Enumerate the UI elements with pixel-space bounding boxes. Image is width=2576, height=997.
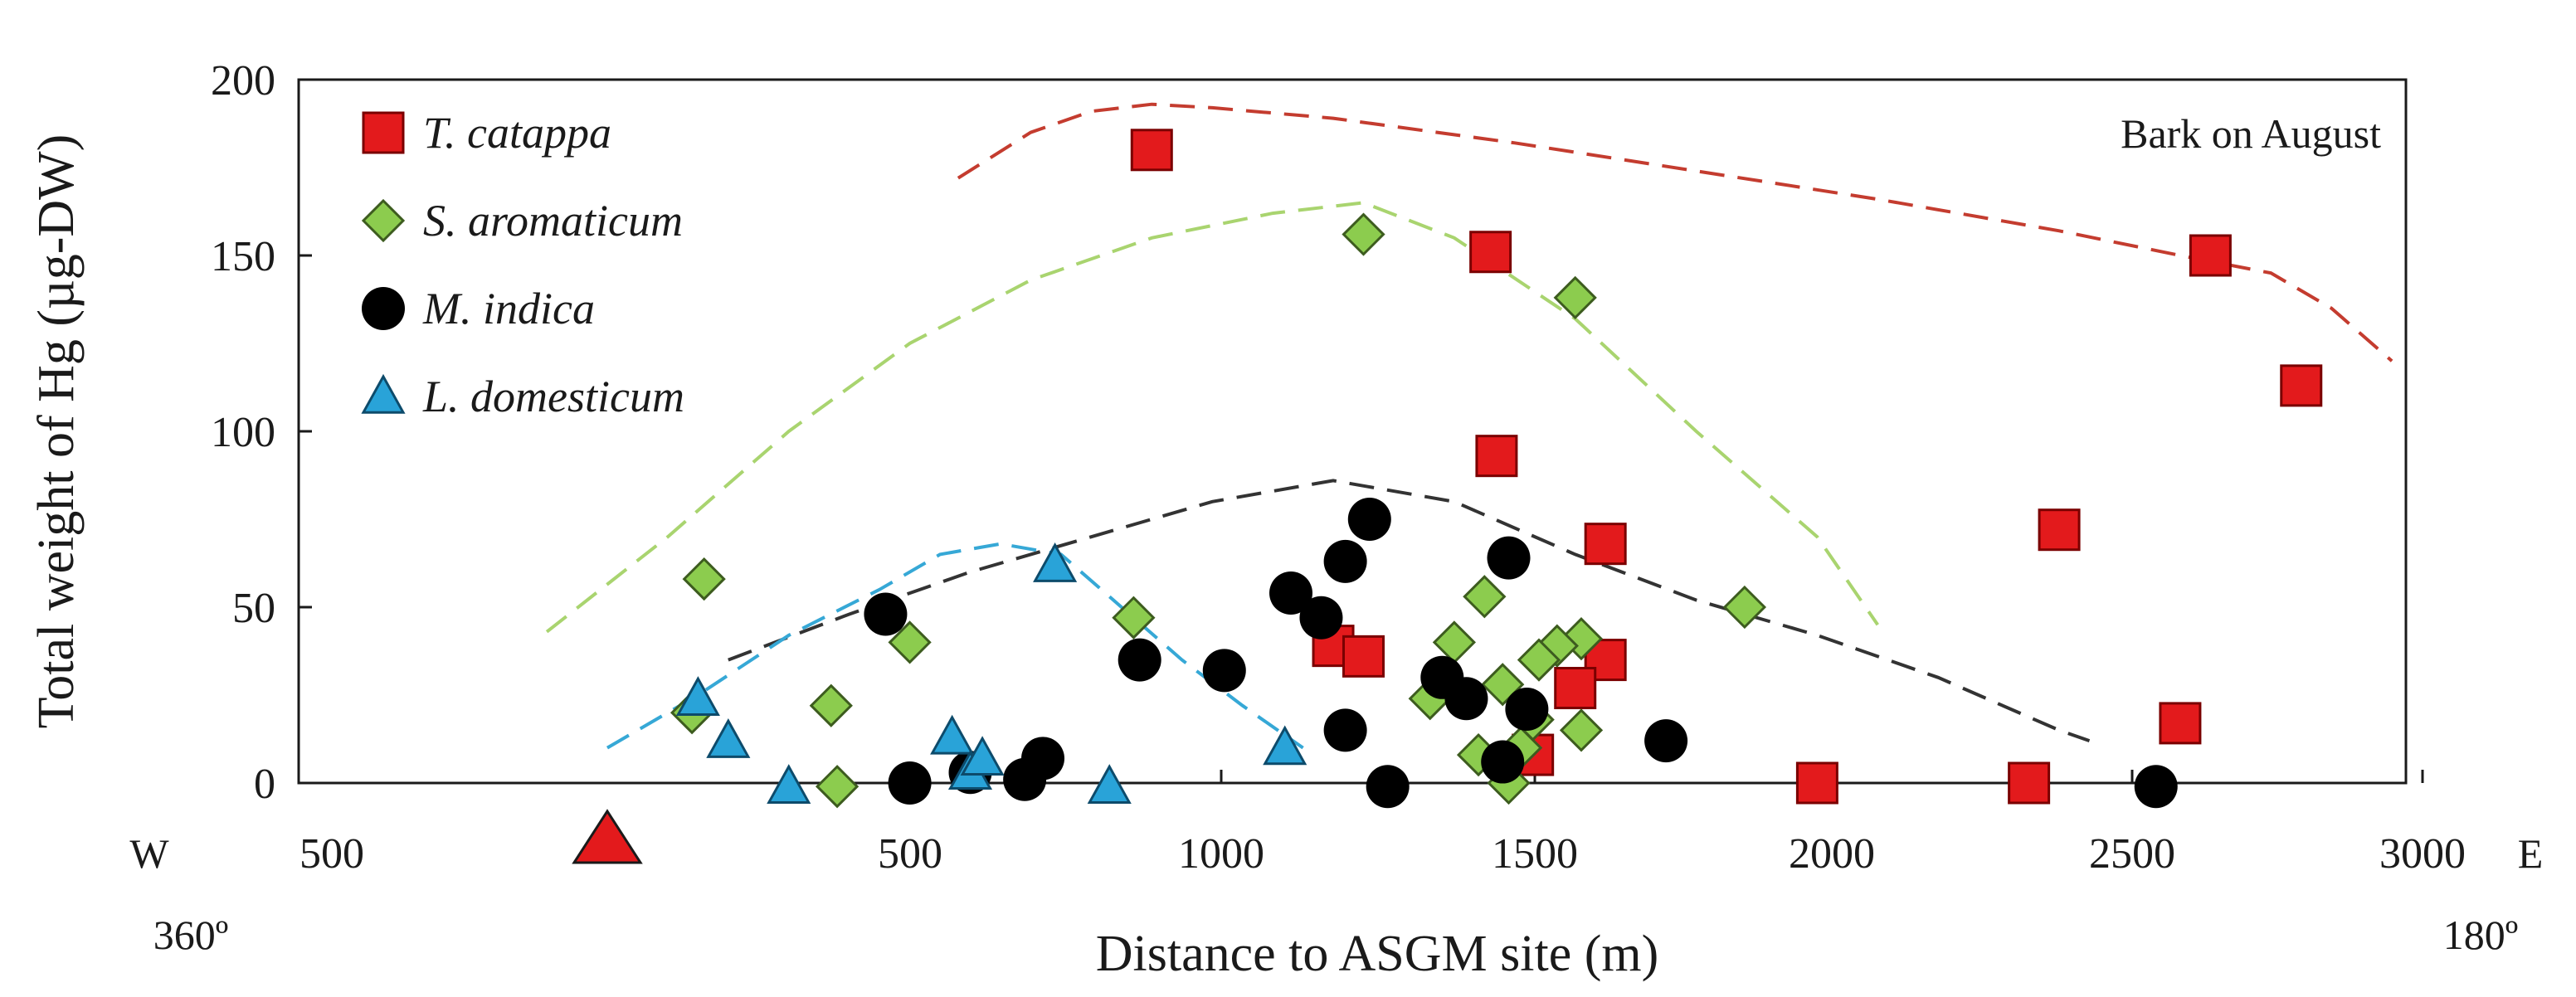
- x-tick-label: 2000: [1789, 830, 1875, 878]
- legend-marker-tcatappa: [362, 111, 405, 154]
- point-ldomesticum: [1033, 542, 1078, 582]
- point-tcatappa: [2189, 234, 2232, 277]
- point-saromaticum: [1481, 663, 1525, 707]
- x-tick-label: 500: [878, 830, 942, 878]
- point-mindica: [864, 592, 908, 636]
- point-tcatappa: [2008, 761, 2051, 805]
- legend-label: T. catappa: [423, 108, 611, 158]
- legend-marker-mindica: [362, 287, 405, 330]
- tick-layer: 0 50 100 150 200 500 500 1000 1500 2000 2500 3000: [211, 57, 2466, 878]
- point-mindica: [1118, 638, 1161, 682]
- annotation-text: Bark on August: [2121, 110, 2381, 157]
- point-mindica: [1487, 536, 1531, 580]
- point-saromaticum: [815, 765, 859, 809]
- point-saromaticum: [1553, 275, 1597, 320]
- point-tcatappa: [1554, 667, 1597, 710]
- y-tick-label: 0: [254, 761, 275, 808]
- point-mindica: [1202, 649, 1246, 693]
- point-saromaticum: [1342, 212, 1385, 256]
- west-angle-label: 360º: [153, 912, 229, 958]
- x-tick-label: 500: [299, 830, 364, 878]
- point-ldomesticum: [1263, 725, 1307, 766]
- point-tcatappa: [1475, 435, 1518, 478]
- y-tick-label: 50: [232, 585, 275, 632]
- point-ldomesticum: [960, 736, 1005, 776]
- legend-label: L. domesticum: [422, 372, 684, 421]
- point-tcatappa: [1795, 761, 1838, 805]
- point-saromaticum: [809, 683, 853, 727]
- point-saromaticum: [682, 557, 726, 601]
- y-tick-label: 150: [211, 233, 275, 280]
- point-mindica: [1269, 571, 1312, 615]
- trend-lines: [545, 102, 2393, 750]
- y-axis-label: Total weight of Hg (µg-DW): [28, 134, 85, 729]
- point-ldomesticum: [675, 676, 720, 716]
- east-angle-label: 180º: [2443, 912, 2519, 958]
- point-saromaticum: [1535, 624, 1579, 668]
- point-mindica: [1505, 687, 1549, 731]
- data-points: [670, 129, 2323, 809]
- point-tcatappa: [1342, 635, 1385, 678]
- y-tick-label: 100: [211, 409, 275, 456]
- legend-marker-ldomesticum: [361, 373, 406, 414]
- point-ldomesticum: [767, 764, 811, 804]
- trend-line-saromaticum: [545, 201, 1879, 634]
- legend: T. catappa S. aromaticum M. indica L. domes…: [361, 108, 684, 421]
- point-saromaticum: [1517, 638, 1561, 682]
- x-tick-label: 1500: [1492, 830, 1578, 878]
- point-ldomesticum: [930, 714, 975, 755]
- point-mindica: [1644, 719, 1688, 763]
- point-mindica: [1299, 596, 1343, 640]
- point-mindica: [1003, 757, 1047, 801]
- point-mindica: [888, 761, 932, 805]
- point-mindica: [1323, 708, 1367, 752]
- point-ldomesticum: [1087, 764, 1132, 804]
- point-mindica: [1481, 740, 1525, 784]
- point-tcatappa: [1130, 129, 1173, 172]
- point-tcatappa: [2159, 702, 2202, 745]
- legend-marker-saromaticum: [361, 198, 406, 243]
- asgm-site-marker: [572, 809, 643, 864]
- point-mindica: [1323, 539, 1367, 583]
- trend-line-tcatappa: [957, 102, 2393, 362]
- labels: Bark on August Distance to ASGM site (m)…: [28, 110, 2543, 982]
- point-tcatappa: [2038, 508, 2081, 552]
- x-axis-label: Distance to ASGM site (m): [1096, 926, 1659, 982]
- point-mindica: [1347, 498, 1391, 541]
- east-label: E: [2518, 830, 2544, 877]
- point-mindica: [1444, 677, 1488, 721]
- point-saromaticum: [888, 620, 932, 664]
- point-saromaticum: [1559, 708, 1604, 752]
- point-saromaticum: [1463, 575, 1507, 619]
- point-saromaticum: [1559, 617, 1604, 661]
- trend-line-mindica: [728, 479, 2091, 742]
- x-tick-label: 1000: [1178, 830, 1264, 878]
- x-tick-label: 2500: [2089, 830, 2175, 878]
- point-saromaticum: [1112, 596, 1156, 640]
- point-tcatappa: [1584, 523, 1627, 566]
- legend-label: M. indica: [422, 284, 595, 333]
- point-tcatappa: [1469, 231, 1512, 274]
- x-tick-label: 3000: [2379, 830, 2466, 878]
- y-tick-label: 200: [211, 57, 275, 105]
- legend-label: S. aromaticum: [423, 196, 683, 246]
- point-saromaticum: [1722, 585, 1767, 630]
- point-mindica: [2134, 765, 2178, 809]
- point-mindica: [1366, 765, 1410, 809]
- point-tcatappa: [2280, 364, 2323, 407]
- west-label: W: [129, 830, 169, 877]
- trend-line-ldomesticum: [606, 542, 1304, 750]
- point-ldomesticum: [706, 718, 751, 758]
